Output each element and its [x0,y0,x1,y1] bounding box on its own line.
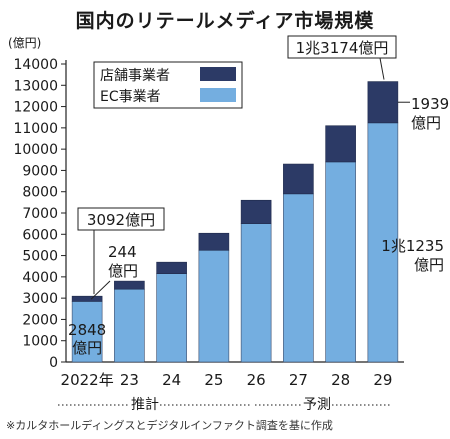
y-tick-label: 7000 [22,206,58,222]
x-tick-label: 26 [247,371,266,389]
store-2022-value: 244 [108,243,137,261]
y-tick-label: 5000 [22,249,58,265]
bar-store-5 [283,163,314,195]
bar-ec-1 [114,288,145,363]
bar-store-7 [367,81,399,124]
x-tick-label: 23 [120,371,139,389]
store-2022-unit: 億円 [108,262,138,280]
bar-store-6 [325,125,356,163]
total-2022-label: 3092億円 [87,211,155,229]
phase-labels: 推計 予測 [58,397,392,413]
y-tick-label: 6000 [22,227,58,243]
total-2029-box [287,35,397,59]
total-2029-leader [379,57,385,80]
y-tick-label: 3000 [22,291,58,307]
y-tick-label: 1000 [22,334,58,350]
x-tick-label: 2022年 [61,371,114,389]
y-axis: (億円) 0 1000 2000 3000 4000 5000 6000 7000 8000 900… [8,36,404,371]
bar-ec-4 [240,223,272,363]
y-tick-label: 0 [49,355,58,371]
bars [71,81,399,363]
chart-title: 国内のリテールメディア市場規模 [75,10,375,32]
x-tick-label: 27 [289,371,308,389]
y-tick-label: 8000 [22,185,58,201]
x-tick-label: 24 [162,371,181,389]
store-2029-value: 1939 [411,95,449,113]
legend-swatch-store [200,67,236,81]
ec-2029-value: 1兆1235 [381,237,444,255]
legend: 店舗事業者 EC事業者 [93,61,243,109]
y-axis-unit-label: (億円) [8,36,41,50]
y-tick-label: 10000 [13,142,58,158]
total-2029-label: 1兆3174億円 [296,39,389,57]
bar-store-1 [114,280,145,290]
x-tick-label: 29 [373,371,392,389]
ec-2029-unit: 億円 [414,256,444,274]
ec-2022-unit: 億円 [72,339,102,357]
bar-store-4 [240,199,272,224]
x-axis: 2022年 23 24 25 26 27 28 29 [61,371,393,389]
bar-ec-6 [325,161,356,363]
y-tick-label: 2000 [22,312,58,328]
ec-2022-value: 2848 [68,321,106,339]
bar-ec-5 [283,193,314,363]
estimate-label: 推計 [131,397,159,413]
x-tick-label: 28 [331,371,350,389]
store-2029-unit: 億円 [411,114,441,132]
bar-ec-7 [367,122,399,363]
legend-label-ec: EC事業者 [100,89,161,105]
total-2022-box [77,207,165,231]
bar-store-0 [71,295,103,302]
bar-store-2 [156,261,187,274]
source-note: ※カルタホールディングスとデジタルインファクト調査を基に作成 [6,419,333,432]
bar-ec-0 [71,301,103,363]
store-2022-leader [90,280,111,300]
y-tick-label: 9000 [22,163,58,179]
y-tick-label: 14000 [13,57,58,73]
bar-ec-3 [198,249,230,363]
y-tick-label: 4000 [22,270,58,286]
bar-store-3 [198,232,230,251]
bar-ec-2 [156,273,187,363]
forecast-label: 予測 [303,397,331,413]
y-tick-label: 13000 [13,78,58,94]
legend-label-store: 店舗事業者 [100,68,170,84]
x-tick-label: 25 [204,371,223,389]
legend-swatch-ec [200,88,236,102]
y-tick-label: 12000 [13,100,58,116]
y-tick-label: 11000 [13,121,58,137]
